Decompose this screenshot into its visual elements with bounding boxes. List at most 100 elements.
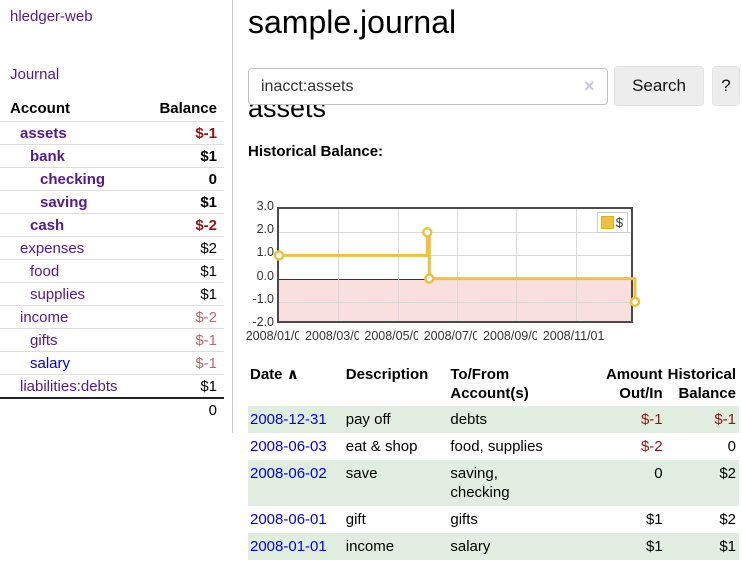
y-tick-label: 3.0 (256, 199, 274, 213)
txn-balance: $2 (719, 465, 736, 482)
account-link-food[interactable]: food (30, 263, 60, 280)
txn-date-link[interactable]: 2008-12-31 (250, 411, 327, 428)
txn-accounts: saving, checking (450, 465, 510, 501)
accounts-col-balance: Balance (159, 100, 217, 117)
account-balance: 0 (137, 167, 224, 191)
account-link-supplies[interactable]: supplies (30, 286, 86, 303)
v-gridline (575, 209, 577, 321)
account-balance: $2 (137, 236, 224, 260)
txn-accounts: gifts (450, 511, 478, 528)
y-tick-label: -1.0 (252, 291, 274, 306)
txn-description: pay off (345, 411, 391, 428)
txn-amount: $-2 (640, 438, 663, 455)
page-title: sample.journal (248, 4, 457, 40)
data-point-marker (424, 273, 435, 284)
account-link-expenses[interactable]: expenses (20, 240, 85, 257)
legend-label: $ (615, 215, 623, 230)
v-gridline (397, 209, 399, 321)
app-title-link[interactable]: hledger-web (10, 8, 93, 25)
sidebar: hledger-web Journal Account Balance asse… (0, 0, 233, 433)
account-balance: $-1 (137, 328, 224, 352)
account-row: salary $-1 (0, 351, 224, 375)
txn-date-link[interactable]: 2008-01-01 (250, 538, 327, 555)
account-link-salary[interactable]: salary (30, 355, 71, 372)
txn-balance: $-1 (714, 411, 736, 428)
account-link-income[interactable]: income (20, 309, 69, 326)
search-button[interactable]: Search (614, 66, 704, 106)
account-link-checking[interactable]: checking (40, 171, 106, 188)
account-balance: $1 (137, 259, 224, 283)
register-col-amount: Amount Out/In (605, 366, 663, 402)
y-tick-label: 1.0 (256, 245, 274, 260)
h-gridline (279, 232, 631, 234)
txn-date-link[interactable]: 2008-06-01 (250, 511, 327, 528)
register-col-description: Description (345, 366, 429, 383)
account-link-liabilities-debts[interactable]: liabilities:debts (20, 378, 118, 395)
register-row: 2008-06-01 gift gifts $1 $2 (248, 506, 739, 533)
chart-legend: $ (596, 212, 628, 233)
account-balance: $1 (137, 144, 224, 168)
account-row: assets $-1 (0, 121, 224, 145)
account-row: income $-2 (0, 305, 224, 329)
account-row: bank $1 (0, 144, 224, 168)
account-row: supplies $1 (0, 282, 224, 306)
register-col-account: To/From Account(s) (450, 366, 529, 402)
register-row: 2008-01-01 income salary $1 $1 (248, 533, 739, 560)
accounts-table: Account Balance assets $-1 bank $1 checkin… (0, 98, 224, 421)
accounts-col-account: Account (10, 100, 70, 117)
sort-asc-icon: ∧ (286, 366, 299, 383)
txn-amount: $1 (645, 511, 663, 528)
data-point-marker (629, 296, 641, 308)
h-gridline (279, 255, 631, 257)
x-tick-label: 2008/03/01 (299, 329, 374, 343)
legend-swatch-icon (600, 216, 614, 229)
chart-title: Historical Balance: (248, 143, 384, 160)
account-link-cash[interactable]: cash (30, 217, 65, 234)
account-link-saving[interactable]: saving (40, 194, 88, 211)
txn-accounts: food, supplies (450, 438, 543, 455)
x-tick-label: 2008/01/01 (240, 329, 314, 343)
data-point-marker (273, 250, 285, 261)
sidebar-item-journal[interactable]: Journal (10, 66, 60, 83)
x-tick-label: 2008/11/01 (536, 329, 611, 343)
txn-balance: 0 (727, 438, 736, 455)
txn-amount: 0 (654, 465, 663, 482)
register-row: 2008-06-03 eat & shop food, supplies $-2… (248, 433, 739, 460)
account-balance: $1 (137, 374, 224, 398)
register-table: Date ∧ Description To/From Account(s) Am… (248, 363, 739, 560)
account-link-gifts[interactable]: gifts (30, 332, 58, 349)
search-input[interactable] (248, 68, 608, 105)
account-balance: $-1 (137, 121, 224, 145)
account-row: saving $1 (0, 190, 224, 214)
account-row: liabilities:debts $1 (0, 374, 224, 398)
register-header-row: Date ∧ Description To/From Account(s) Am… (248, 363, 739, 406)
account-link-bank[interactable]: bank (30, 148, 66, 165)
v-gridline (457, 209, 458, 321)
txn-date-link[interactable]: 2008-06-02 (250, 465, 327, 482)
v-gridline (338, 209, 340, 321)
register-col-date[interactable]: Date ∧ (250, 366, 299, 383)
help-button[interactable]: ? (712, 66, 740, 106)
txn-description: income (345, 538, 395, 555)
txn-amount: $1 (645, 538, 663, 555)
account-balance: $-2 (137, 213, 224, 237)
x-tick-label: 2008/07/01 (418, 329, 492, 343)
account-row: food $1 (0, 259, 224, 283)
accounts-total-value: 0 (137, 397, 224, 421)
v-gridline (516, 209, 518, 321)
account-link-assets[interactable]: assets (20, 125, 67, 142)
x-tick-label: 2008/09/01 (477, 329, 552, 343)
account-row: cash $-2 (0, 213, 224, 237)
clear-search-icon[interactable]: × (584, 76, 595, 96)
historical-balance-chart: 3.0 2.0 1.0 0.0 -1.0 -2.0 $ 2008/01/01 2008/03… (240, 199, 742, 350)
txn-description: eat & shop (345, 438, 418, 455)
register-row: 2008-12-31 pay off debts $-1 $-1 (248, 406, 739, 433)
data-point-marker (422, 226, 433, 238)
search-form: × Search ? (248, 66, 742, 106)
txn-accounts: debts (450, 411, 488, 428)
account-balance: $-1 (137, 351, 224, 375)
txn-date-link[interactable]: 2008-06-03 (250, 438, 327, 455)
account-row: expenses $2 (0, 236, 224, 260)
account-balance: $1 (137, 282, 224, 306)
chart-plot-area[interactable]: $ (273, 207, 641, 323)
